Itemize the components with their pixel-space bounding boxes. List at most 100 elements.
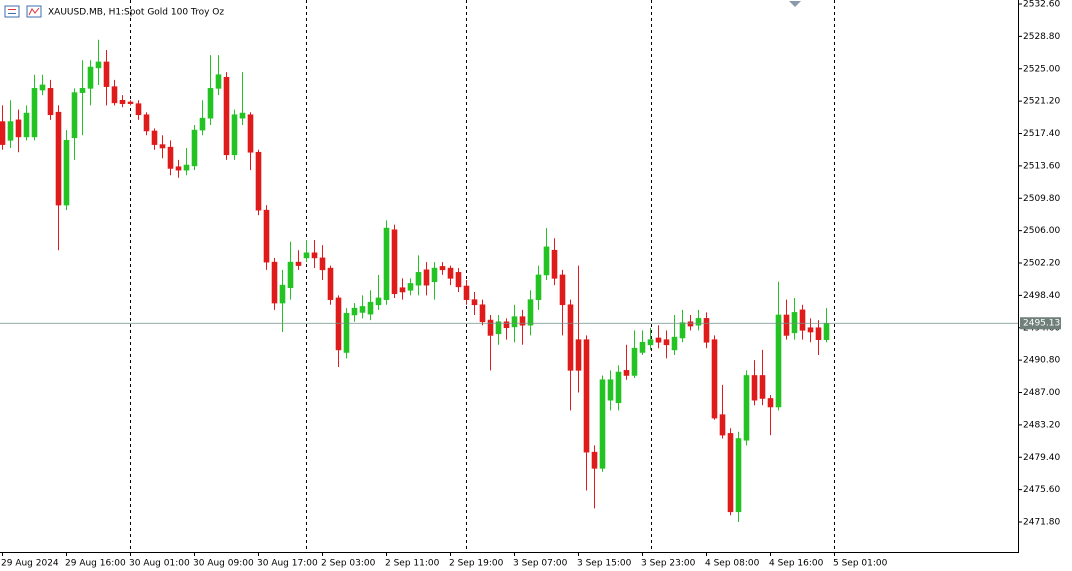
candle-body bbox=[711, 339, 718, 419]
candle-body bbox=[575, 339, 582, 371]
chart-subtitle: Spot Gold 100 Troy Oz bbox=[124, 8, 224, 18]
y-tick-label: 2513.60 bbox=[1023, 161, 1060, 171]
candle-body bbox=[39, 84, 46, 91]
candle-body bbox=[79, 88, 86, 93]
candle-body bbox=[743, 375, 750, 441]
chart-title: XAUUSD.MB, H1: bbox=[48, 8, 124, 18]
candle-body bbox=[143, 114, 150, 132]
candle-body bbox=[487, 319, 494, 336]
candle-body bbox=[815, 327, 822, 340]
x-tick-label: 29 Aug 2024 bbox=[1, 559, 59, 569]
candle-body bbox=[359, 306, 366, 313]
y-tick-label: 2471.80 bbox=[1023, 518, 1060, 528]
candle-body bbox=[463, 285, 470, 300]
candle-body bbox=[335, 297, 342, 351]
candle-body bbox=[751, 375, 758, 401]
candle-body bbox=[0, 121, 6, 145]
candle-body bbox=[311, 252, 318, 259]
candle-body bbox=[519, 316, 526, 326]
candle-body bbox=[431, 267, 438, 283]
candle-body bbox=[607, 379, 614, 401]
x-tick-label: 30 Aug 17:00 bbox=[257, 559, 318, 569]
candle-body bbox=[823, 323, 830, 340]
candle-body bbox=[407, 283, 414, 291]
symbol-icons bbox=[4, 5, 42, 18]
y-tick-label: 2483.20 bbox=[1023, 420, 1060, 430]
candle-body bbox=[135, 103, 142, 116]
candle-body bbox=[623, 370, 630, 376]
candle-body bbox=[615, 371, 622, 404]
candle-body bbox=[591, 451, 598, 469]
candle-body bbox=[71, 92, 78, 139]
candle-body bbox=[279, 284, 286, 304]
candle-body bbox=[319, 257, 326, 271]
candle-body bbox=[295, 261, 302, 266]
candle-body bbox=[479, 304, 486, 323]
candle-body bbox=[7, 121, 14, 141]
candle-body bbox=[255, 151, 262, 211]
candle-body bbox=[655, 337, 662, 343]
candle-body bbox=[599, 379, 606, 469]
candle-body bbox=[343, 312, 350, 353]
candle-body bbox=[647, 339, 654, 346]
candle-body bbox=[495, 321, 502, 335]
candle-body bbox=[223, 76, 230, 156]
candle-body bbox=[87, 66, 94, 89]
candle-body bbox=[231, 114, 238, 156]
x-tick-label: 30 Aug 01:00 bbox=[129, 559, 190, 569]
candle-body bbox=[327, 267, 334, 300]
candle-body bbox=[695, 318, 702, 326]
y-tick-label: 2528.80 bbox=[1023, 32, 1060, 42]
x-tick-label: 3 Sep 23:00 bbox=[641, 559, 696, 569]
candle-body bbox=[271, 261, 278, 304]
y-tick-label: 2487.00 bbox=[1023, 388, 1060, 398]
x-tick-label: 2 Sep 19:00 bbox=[449, 559, 504, 569]
candle-body bbox=[807, 327, 814, 333]
candle-body bbox=[199, 117, 206, 131]
candle-body bbox=[247, 114, 254, 153]
candles bbox=[0, 39, 830, 523]
candle-body bbox=[471, 299, 478, 306]
candle-body bbox=[583, 339, 590, 453]
current-price-label: 2495.13 bbox=[1023, 319, 1060, 329]
candle-body bbox=[31, 88, 38, 138]
candle-body bbox=[207, 88, 214, 119]
candle-body bbox=[127, 101, 134, 104]
candle-body bbox=[767, 398, 774, 408]
candle-body bbox=[439, 266, 446, 271]
icon-line bbox=[28, 7, 40, 16]
candle-body bbox=[287, 261, 294, 289]
candle-body bbox=[183, 164, 190, 171]
candle-body bbox=[47, 88, 54, 116]
candle-body bbox=[511, 316, 518, 328]
candle-body bbox=[159, 144, 166, 149]
candle-body bbox=[783, 314, 790, 336]
candle-body bbox=[791, 312, 798, 334]
candle-body bbox=[151, 130, 158, 145]
candle-body bbox=[367, 301, 374, 315]
candle-body bbox=[535, 274, 542, 300]
candle-body bbox=[527, 299, 534, 326]
candle-body bbox=[239, 112, 246, 119]
y-tick-label: 2532.60 bbox=[1023, 0, 1060, 10]
y-tick-label: 2509.80 bbox=[1023, 194, 1060, 204]
candle-body bbox=[23, 112, 30, 138]
candle-body bbox=[799, 309, 806, 331]
candle-body bbox=[543, 246, 550, 276]
candle-body bbox=[351, 307, 358, 316]
candle-body bbox=[191, 129, 198, 167]
candle-body bbox=[567, 304, 574, 371]
y-tick-label: 2521.20 bbox=[1023, 97, 1060, 107]
icon-list bbox=[4, 5, 20, 18]
candle-body bbox=[735, 438, 742, 513]
x-tick-label: 2 Sep 11:00 bbox=[385, 559, 440, 569]
candle-body bbox=[727, 433, 734, 513]
y-tick-label: 2517.40 bbox=[1023, 129, 1060, 139]
candle-body bbox=[455, 272, 462, 288]
candle-body bbox=[263, 209, 270, 263]
x-tick-label: 3 Sep 15:00 bbox=[577, 559, 632, 569]
candle-body bbox=[631, 347, 638, 376]
candle-body bbox=[703, 318, 710, 343]
candle-body bbox=[759, 375, 766, 399]
candle-body bbox=[503, 321, 510, 329]
